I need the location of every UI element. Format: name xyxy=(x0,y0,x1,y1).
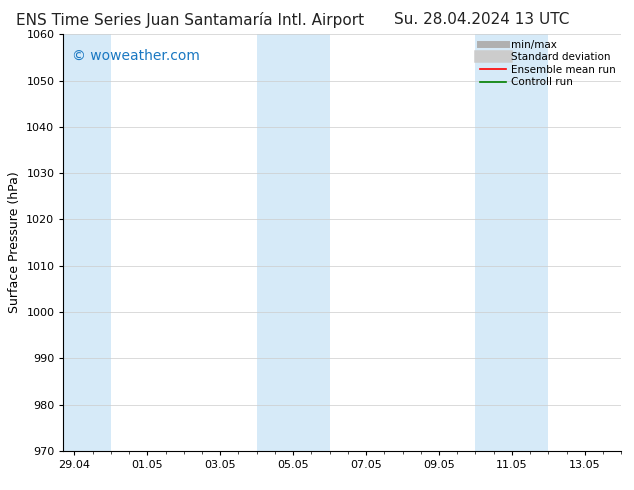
Text: Su. 28.04.2024 13 UTC: Su. 28.04.2024 13 UTC xyxy=(394,12,569,27)
Legend: min/max, Standard deviation, Ensemble mean run, Controll run: min/max, Standard deviation, Ensemble me… xyxy=(478,37,618,89)
Bar xyxy=(63,34,111,451)
Y-axis label: Surface Pressure (hPa): Surface Pressure (hPa) xyxy=(8,172,21,314)
Text: ENS Time Series Juan Santamaría Intl. Airport: ENS Time Series Juan Santamaría Intl. Ai… xyxy=(16,12,365,28)
Bar xyxy=(476,34,548,451)
Bar xyxy=(257,34,330,451)
Text: © woweather.com: © woweather.com xyxy=(72,49,200,63)
